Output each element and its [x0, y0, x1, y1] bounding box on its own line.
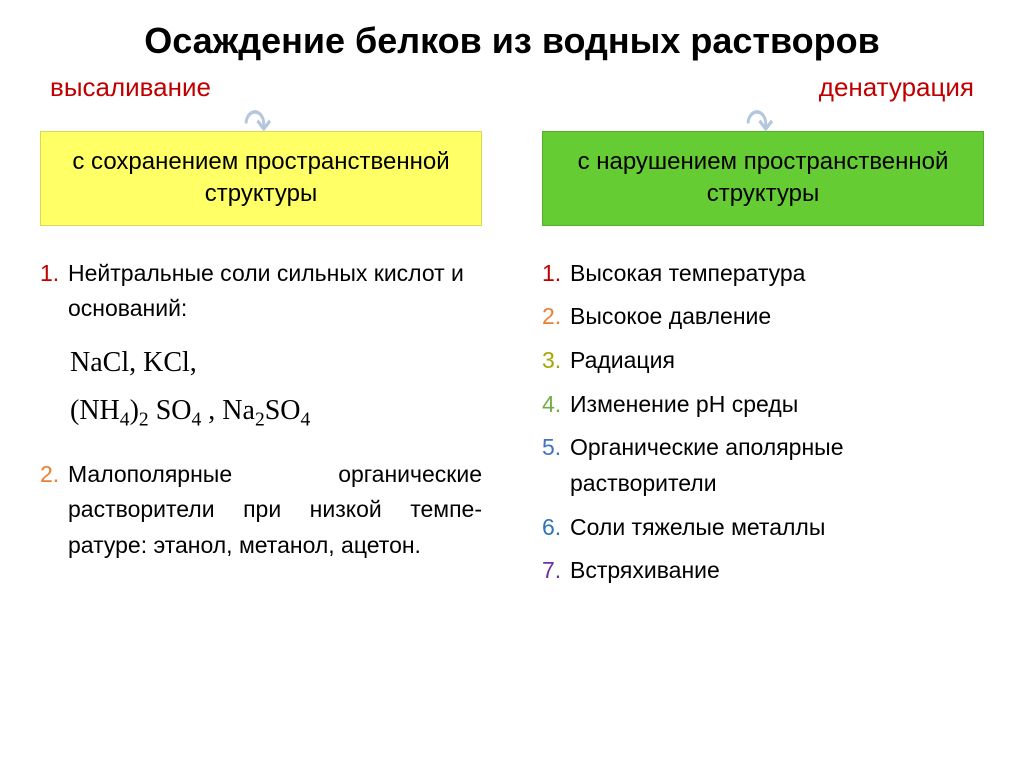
curved-arrow-icon: ↷ — [243, 99, 272, 151]
list-item: 4. Изменение рН среды — [542, 387, 984, 423]
list-number: 7. — [542, 553, 570, 589]
list-text: Высокая температура — [570, 256, 984, 292]
left-arrow-row: ↷ — [40, 107, 482, 137]
formula-line-1: NaCl, KCl, — [70, 339, 482, 387]
list-item: 1. Нейтральные соли сильных кислот и осн… — [40, 256, 482, 327]
list-text: Изменение рН среды — [570, 387, 984, 423]
formula-frag: , Na — [201, 395, 255, 426]
formula-frag: SO — [265, 395, 301, 426]
list-number: 6. — [542, 510, 570, 546]
curved-arrow-icon: ↷ — [745, 99, 774, 151]
list-item: 7. Встряхивание — [542, 553, 984, 589]
list-item: 1. Высокая температура — [542, 256, 984, 292]
formula-sub: 4 — [191, 409, 201, 430]
list-item: 2. Высокое давление — [542, 299, 984, 335]
list-number: 3. — [542, 343, 570, 379]
right-list: 1. Высокая температура 2. Высокое давлен… — [542, 256, 984, 597]
list-text: Соли тяжелые металлы — [570, 510, 984, 546]
left-column: высаливание ↷ с сохранением пространстве… — [40, 72, 482, 597]
list-text: Малополярные органические растворители п… — [68, 457, 482, 564]
formula-block: NaCl, KCl, (NH4)2 SO4 , Na2SO4 — [70, 339, 482, 436]
list-item: 2. Малополярные органические растворител… — [40, 457, 482, 564]
formula-sub: 2 — [139, 409, 149, 430]
list-number: 1. — [542, 256, 570, 292]
list-number: 5. — [542, 430, 570, 501]
list-text: Нейтральные соли сильных кислот и основа… — [68, 256, 482, 327]
columns: высаливание ↷ с сохранением пространстве… — [40, 72, 984, 597]
list-number: 1. — [40, 256, 68, 327]
formula-frag: SO — [149, 395, 192, 426]
formula-sub: 4 — [301, 409, 311, 430]
formula-line-2: (NH4)2 SO4 , Na2SO4 — [70, 387, 482, 437]
list-text: Радиация — [570, 343, 984, 379]
formula-frag: ) — [130, 395, 139, 426]
list-item: 6. Соли тяжелые металлы — [542, 510, 984, 546]
list-item: 5. Органические аполярные растворители — [542, 430, 984, 501]
list-text: Встряхивание — [570, 553, 984, 589]
page-title: Осаждение белков из водных растворов — [40, 20, 984, 62]
list-number: 4. — [542, 387, 570, 423]
formula-frag: (NH — [70, 395, 120, 426]
right-arrow-row: ↷ — [542, 107, 984, 137]
formula-sub: 4 — [120, 409, 130, 430]
left-list: 1. Нейтральные соли сильных кислот и осн… — [40, 256, 482, 576]
list-number: 2. — [542, 299, 570, 335]
list-item: 3. Радиация — [542, 343, 984, 379]
list-text: Высокое давление — [570, 299, 984, 335]
right-column: денатурация ↷ с нарушением пространствен… — [542, 72, 984, 597]
list-text: Органические аполярные растворители — [570, 430, 984, 501]
formula-sub: 2 — [255, 409, 265, 430]
list-number: 2. — [40, 457, 68, 564]
